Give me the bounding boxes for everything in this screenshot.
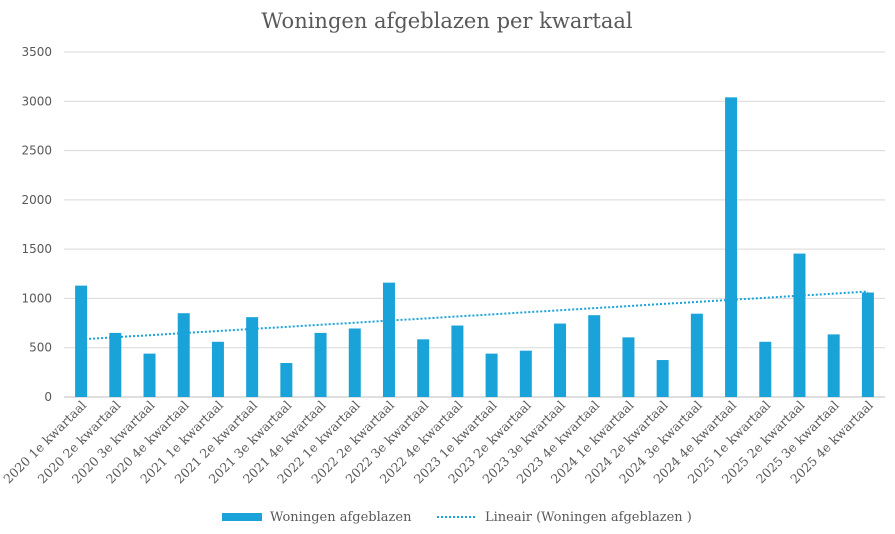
- bar: [211, 341, 224, 397]
- bar: [177, 313, 190, 397]
- bar: [759, 341, 772, 397]
- bar: [827, 334, 840, 397]
- legend-trendline-label: Lineair (Woningen afgeblazen ): [485, 510, 692, 525]
- chart-title: Woningen afgeblazen per kwartaal: [261, 9, 632, 33]
- trendline: [81, 290, 868, 341]
- y-tick-label: 1500: [21, 242, 52, 256]
- bar: [622, 337, 635, 397]
- trendline-group: [81, 290, 868, 341]
- bar: [109, 332, 122, 397]
- bar: [314, 332, 327, 397]
- y-tick-label: 2500: [21, 144, 52, 158]
- bar: [485, 353, 498, 397]
- bar: [143, 353, 156, 397]
- bar: [246, 317, 259, 397]
- y-tick-label: 2000: [21, 193, 52, 207]
- legend-bar-swatch: [222, 513, 262, 521]
- bar: [588, 315, 601, 397]
- legend-bar-label: Woningen afgeblazen: [270, 510, 412, 525]
- gridlines: [64, 51, 885, 398]
- bar: [348, 328, 361, 397]
- y-tick-label: 0: [44, 390, 52, 404]
- legend: Woningen afgeblazen Lineair (Woningen af…: [222, 510, 692, 525]
- bar: [554, 323, 567, 397]
- bar: [690, 313, 703, 397]
- bar: [793, 253, 806, 397]
- bar: [451, 325, 464, 397]
- y-tick-label: 3500: [21, 45, 52, 59]
- bar: [417, 339, 430, 397]
- y-tick-label: 1000: [21, 291, 52, 305]
- y-tick-label: 500: [29, 341, 52, 355]
- bar: [656, 360, 669, 397]
- bar: [280, 362, 293, 397]
- bars: [75, 97, 874, 397]
- y-axis-ticks: 0 500 1000 1500 2000 2500 3000 3500: [21, 45, 52, 404]
- bar: [861, 292, 874, 397]
- bar: [75, 285, 88, 397]
- bar: [725, 97, 738, 397]
- bar: [382, 282, 395, 397]
- y-tick-label: 3000: [21, 94, 52, 108]
- bar: [519, 350, 532, 397]
